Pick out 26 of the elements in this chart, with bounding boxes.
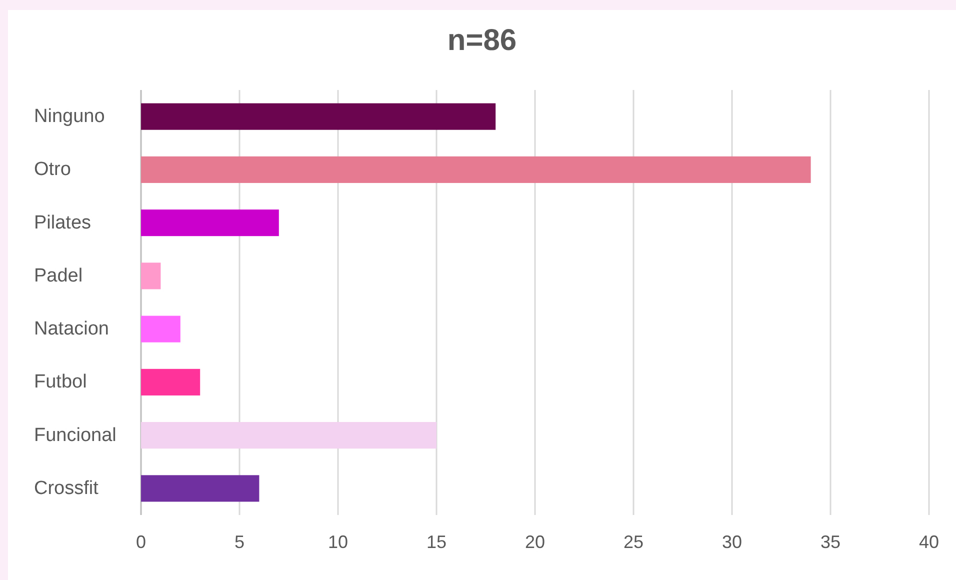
bar	[141, 422, 436, 449]
bar	[141, 475, 260, 502]
y-tick-label: Otro	[34, 159, 71, 180]
y-tick-label: Ninguno	[34, 106, 105, 128]
x-tick-label: 35	[820, 532, 841, 552]
y-tick-label: Crossfit	[34, 478, 100, 499]
y-tick-label: Pilates	[34, 212, 92, 234]
x-tick-label: 5	[234, 532, 245, 552]
x-tick-label: 10	[328, 532, 348, 552]
bar	[141, 316, 180, 342]
chart-title: n=86	[447, 24, 517, 57]
bar	[141, 103, 496, 130]
y-tick-label: Futbol	[34, 372, 87, 393]
x-tick-label: 30	[722, 532, 742, 552]
y-tick-label: Natacion	[34, 318, 109, 340]
x-tick-label: 15	[426, 532, 447, 552]
bar	[141, 368, 200, 396]
x-tick-label: 20	[524, 532, 546, 552]
x-tick-label: 25	[623, 532, 644, 552]
bar	[141, 156, 811, 183]
x-tick-label: 40	[918, 532, 940, 552]
y-tick-label: Padel	[34, 265, 83, 286]
bar	[141, 210, 279, 236]
y-tick-label: Funcional	[34, 424, 116, 446]
x-tick-label: 0	[136, 532, 146, 552]
bar	[141, 262, 161, 290]
